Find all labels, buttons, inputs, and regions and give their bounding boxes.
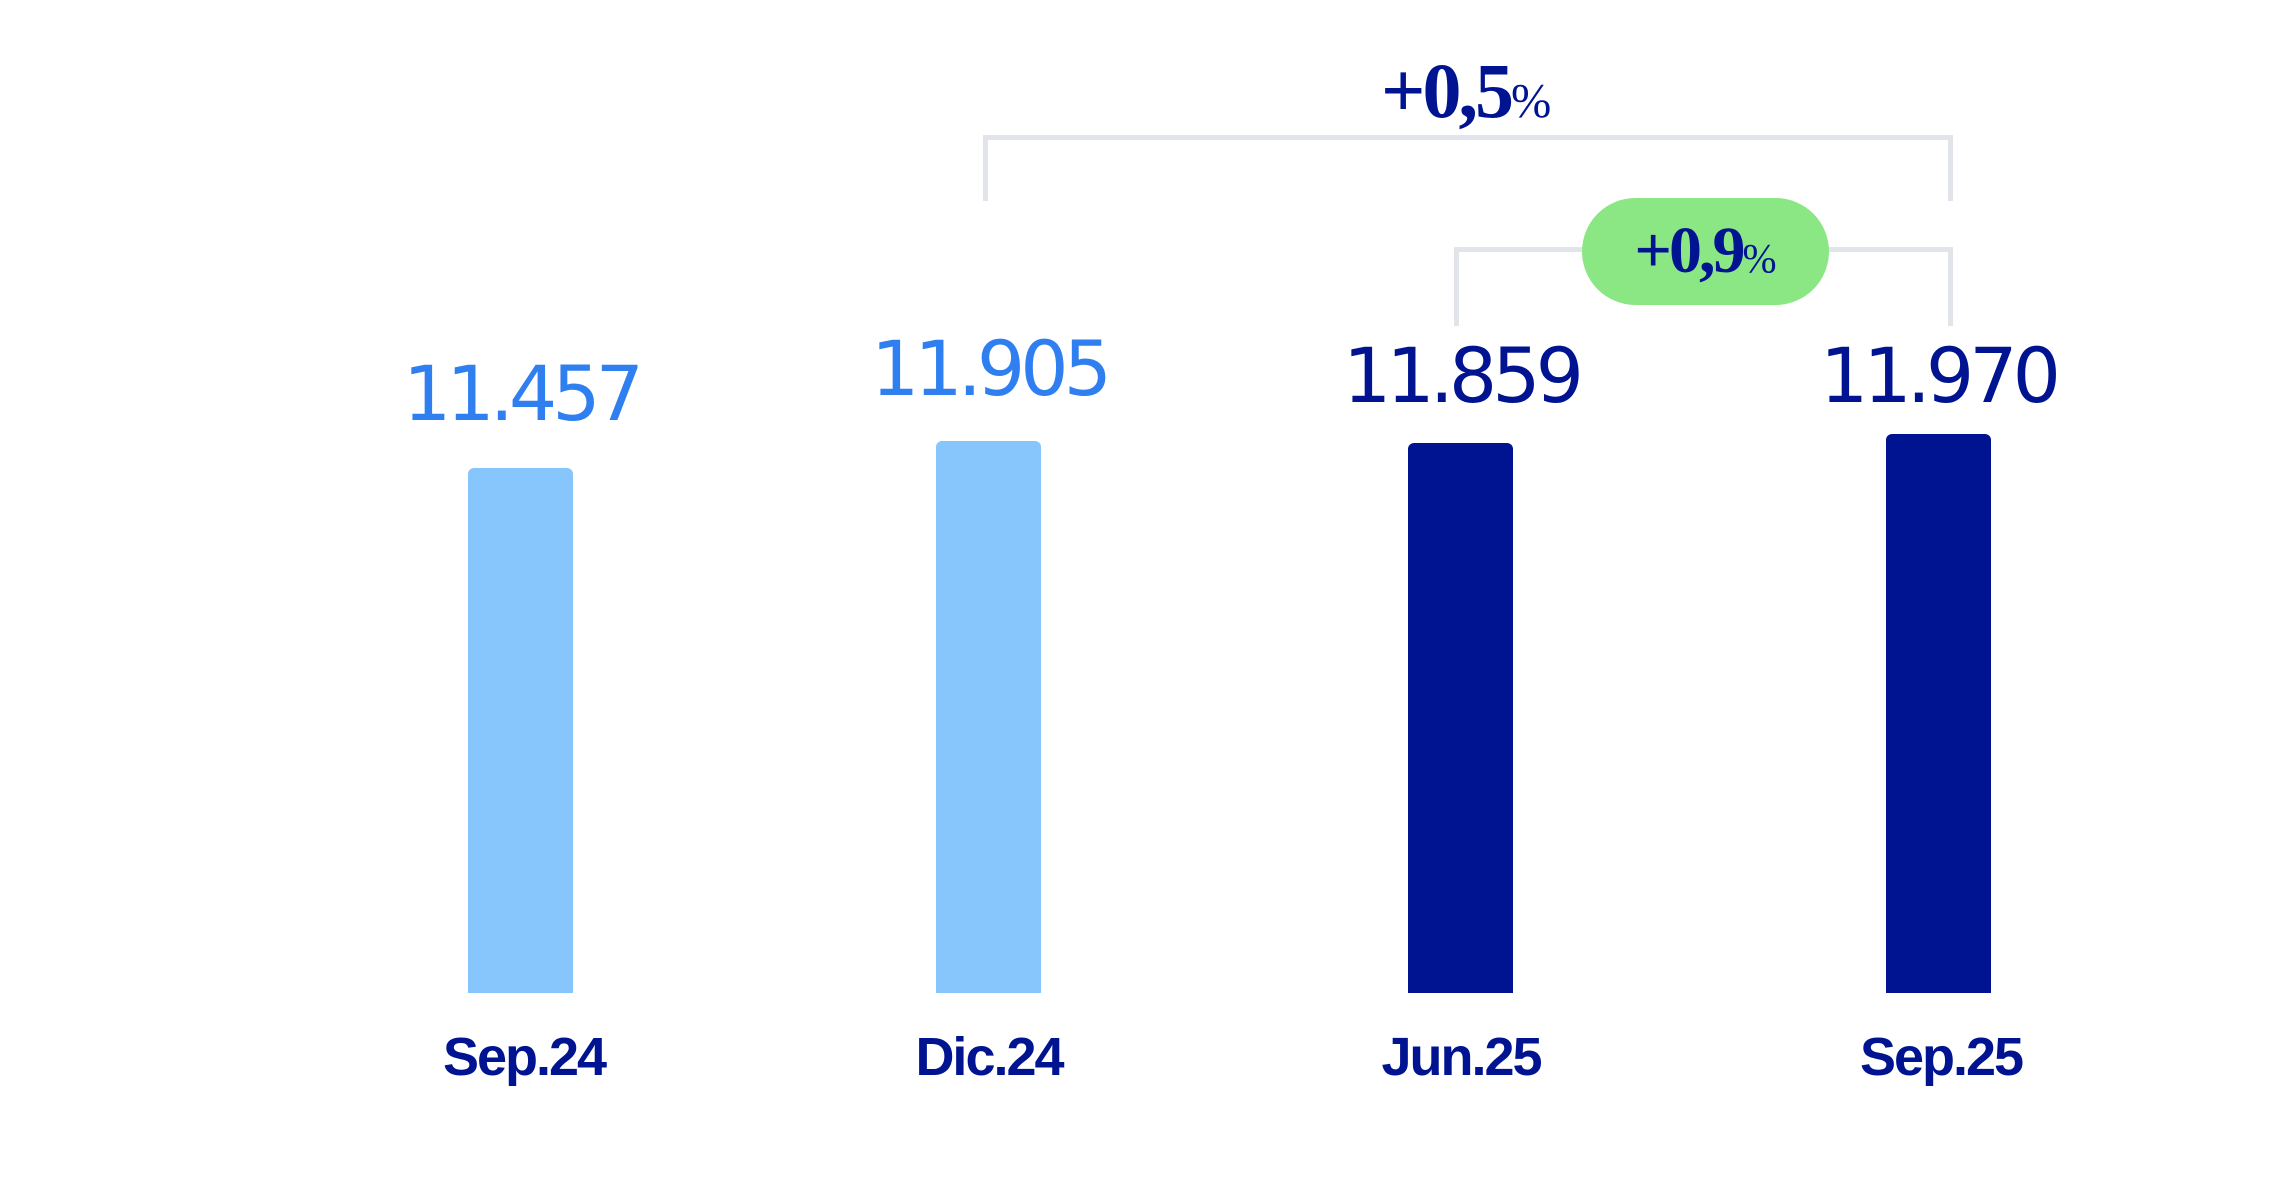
- bracket-ytd: [983, 135, 1953, 201]
- bar-sep25: [1886, 434, 1991, 993]
- value-label-dic24: 11.905: [871, 324, 1112, 413]
- bar-dic24: [936, 441, 1041, 993]
- category-label-sep25: Sep.25: [1859, 1027, 2024, 1087]
- bar-sep24: [468, 468, 573, 993]
- bar-jun25: [1408, 443, 1513, 993]
- delta-ytd-label: +0,5%: [1381, 52, 1551, 130]
- value-label-jun25: 11.859: [1343, 331, 1584, 420]
- delta-qoq-label: +0,9%: [1634, 217, 1777, 284]
- value-label-sep24: 11.457: [403, 349, 644, 438]
- delta-qoq-value: +0,9: [1634, 213, 1745, 287]
- category-label-jun25: Jun.25: [1381, 1027, 1542, 1087]
- delta-ytd-value: +0,5: [1381, 47, 1514, 134]
- value-label-sep25: 11.970: [1820, 331, 2061, 420]
- category-label-sep24: Sep.24: [442, 1027, 607, 1087]
- delta-ytd-unit: %: [1510, 75, 1552, 128]
- delta-qoq-unit: %: [1742, 235, 1777, 281]
- category-label-dic24: Dic.24: [915, 1027, 1064, 1087]
- delta-qoq-pill: +0,9%: [1582, 198, 1829, 305]
